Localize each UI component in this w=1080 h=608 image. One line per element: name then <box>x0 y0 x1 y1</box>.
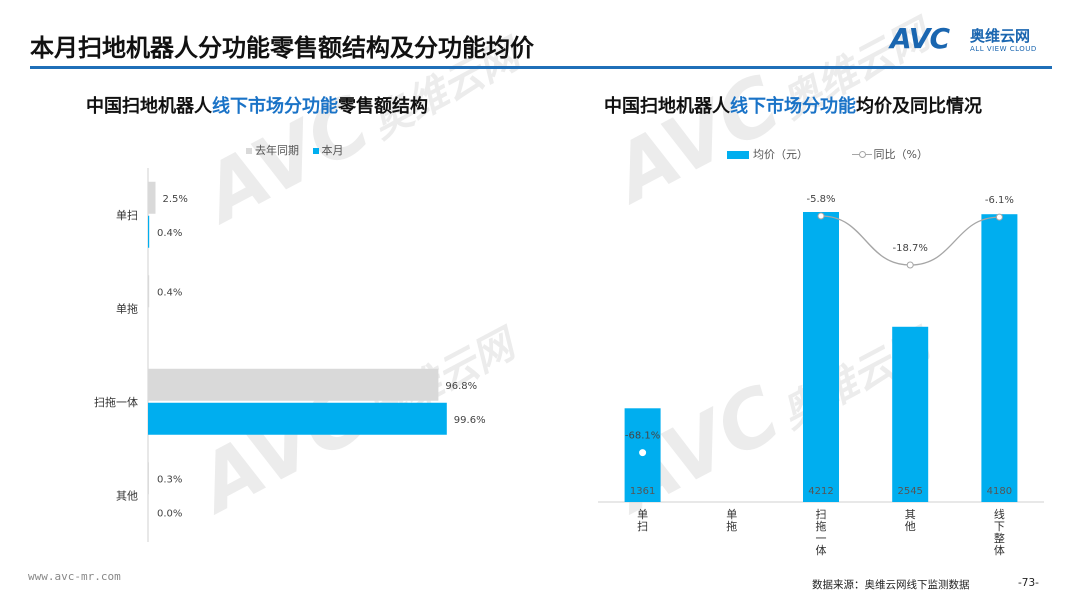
bar-value-label: 0.0% <box>157 508 182 519</box>
category-label: 单扫 <box>116 209 138 222</box>
yoy-point <box>639 449 647 457</box>
category-label-char: 他 <box>905 520 916 533</box>
right-title-pre: 中国扫地机器人 <box>604 96 730 117</box>
yoy-value-label: -18.7% <box>893 243 928 254</box>
bar-value-label: 0.4% <box>157 287 182 298</box>
category-label: 扫拖一体 <box>94 395 138 409</box>
bar-this-month <box>148 402 447 435</box>
legend-swatch-yoy <box>851 151 872 159</box>
price-value-label: 4180 <box>987 486 1012 497</box>
legend-label-this-month: 本月 <box>321 144 344 157</box>
right-title-highlight: 线下市场分功能 <box>730 96 856 117</box>
left-title-post: 零售额结构 <box>338 96 428 117</box>
title-divider <box>30 66 1052 69</box>
logo-name-en: ALL VIEW CLOUD <box>970 45 1037 53</box>
bar-last-year <box>148 275 150 308</box>
category-label-char: 拖 <box>816 519 827 533</box>
category-label-char: 其 <box>905 508 916 521</box>
logo-name-cn: 奥维云网 <box>970 27 1031 45</box>
bar-last-year <box>148 462 149 495</box>
price-value-label: 2545 <box>897 486 922 497</box>
right-title-post: 均价及同比情况 <box>856 96 982 117</box>
footer-url: www.avc-mr.com <box>28 570 121 583</box>
legend-label-last-year: 去年同期 <box>255 144 299 157</box>
category-label-char: 单 <box>637 508 648 521</box>
footer-page-number: -73- <box>1018 577 1039 589</box>
category-label-char: 拖 <box>726 519 737 533</box>
left-legend: 去年同期 本月 <box>246 142 344 158</box>
left-title-highlight: 线下市场分功能 <box>212 96 338 117</box>
bar-this-month <box>148 215 150 248</box>
yoy-line <box>820 215 1000 266</box>
category-label-char: 线 <box>994 507 1005 521</box>
left-chart-title: 中国扫地机器人线下市场分功能零售额结构 <box>86 92 428 118</box>
right-bar-line-chart: 1361单扫单拖4212扫拖一体2545其他4180线下整体-68.1%-5.8… <box>598 194 1044 557</box>
category-label-char: 扫 <box>637 520 648 533</box>
category-label-char: 下 <box>994 520 1005 533</box>
category-label-char: 整 <box>994 531 1005 545</box>
category-label-char: 体 <box>994 543 1005 557</box>
footer-source: 数据来源：奥维云网线下监测数据 <box>812 579 970 591</box>
bar-value-label: 0.3% <box>157 474 182 485</box>
bar-value-label: 96.8% <box>445 381 477 392</box>
left-bar-chart: 单扫 2.5% 0.4% 单拖 0.4% 扫拖一体 96.8% 99.6% 其他 0.3% 0.0% <box>94 168 486 542</box>
yoy-point <box>906 261 914 269</box>
bar-value-label: 99.6% <box>454 415 486 426</box>
yoy-value-label: -68.1% <box>625 431 660 442</box>
bar-last-year <box>148 368 439 401</box>
bar-value-label: 0.4% <box>157 228 182 239</box>
category-label-char: 一 <box>816 532 827 545</box>
legend-label-yoy: 同比（%） <box>873 148 928 161</box>
category-label: 其他 <box>116 489 138 502</box>
category-label-char: 单 <box>726 508 737 521</box>
category-label-char: 扫 <box>816 508 827 521</box>
legend-label-price: 均价（元） <box>753 148 808 161</box>
legend-swatch-last-year <box>246 148 252 154</box>
legend-swatch-price <box>727 151 749 159</box>
category-label-char: 体 <box>816 543 827 557</box>
yoy-point <box>817 212 825 220</box>
bar-last-year <box>148 181 156 214</box>
legend-swatch-this-month <box>312 148 319 154</box>
price-bar <box>981 214 1018 502</box>
left-title-pre: 中国扫地机器人 <box>86 96 212 117</box>
bar-value-label: 2.5% <box>163 194 188 205</box>
price-bar <box>892 326 929 502</box>
brand-logo: AVC 奥维云网 ALL VIEW CLOUD <box>890 22 1060 58</box>
category-label: 单拖 <box>116 301 138 315</box>
logo-mark: AVC <box>890 22 950 55</box>
yoy-value-label: -6.1% <box>985 195 1014 206</box>
yoy-point <box>995 213 1003 221</box>
yoy-value-label: -5.8% <box>806 194 835 205</box>
price-value-label: 1361 <box>630 486 655 497</box>
price-value-label: 4212 <box>808 486 833 497</box>
price-bar <box>803 212 839 502</box>
right-chart-title: 中国扫地机器人线下市场分功能均价及同比情况 <box>604 92 982 118</box>
right-legend: 均价（元） 同比（%） <box>727 146 928 162</box>
page-title: 本月扫地机器人分功能零售额结构及分功能均价 <box>30 34 534 62</box>
